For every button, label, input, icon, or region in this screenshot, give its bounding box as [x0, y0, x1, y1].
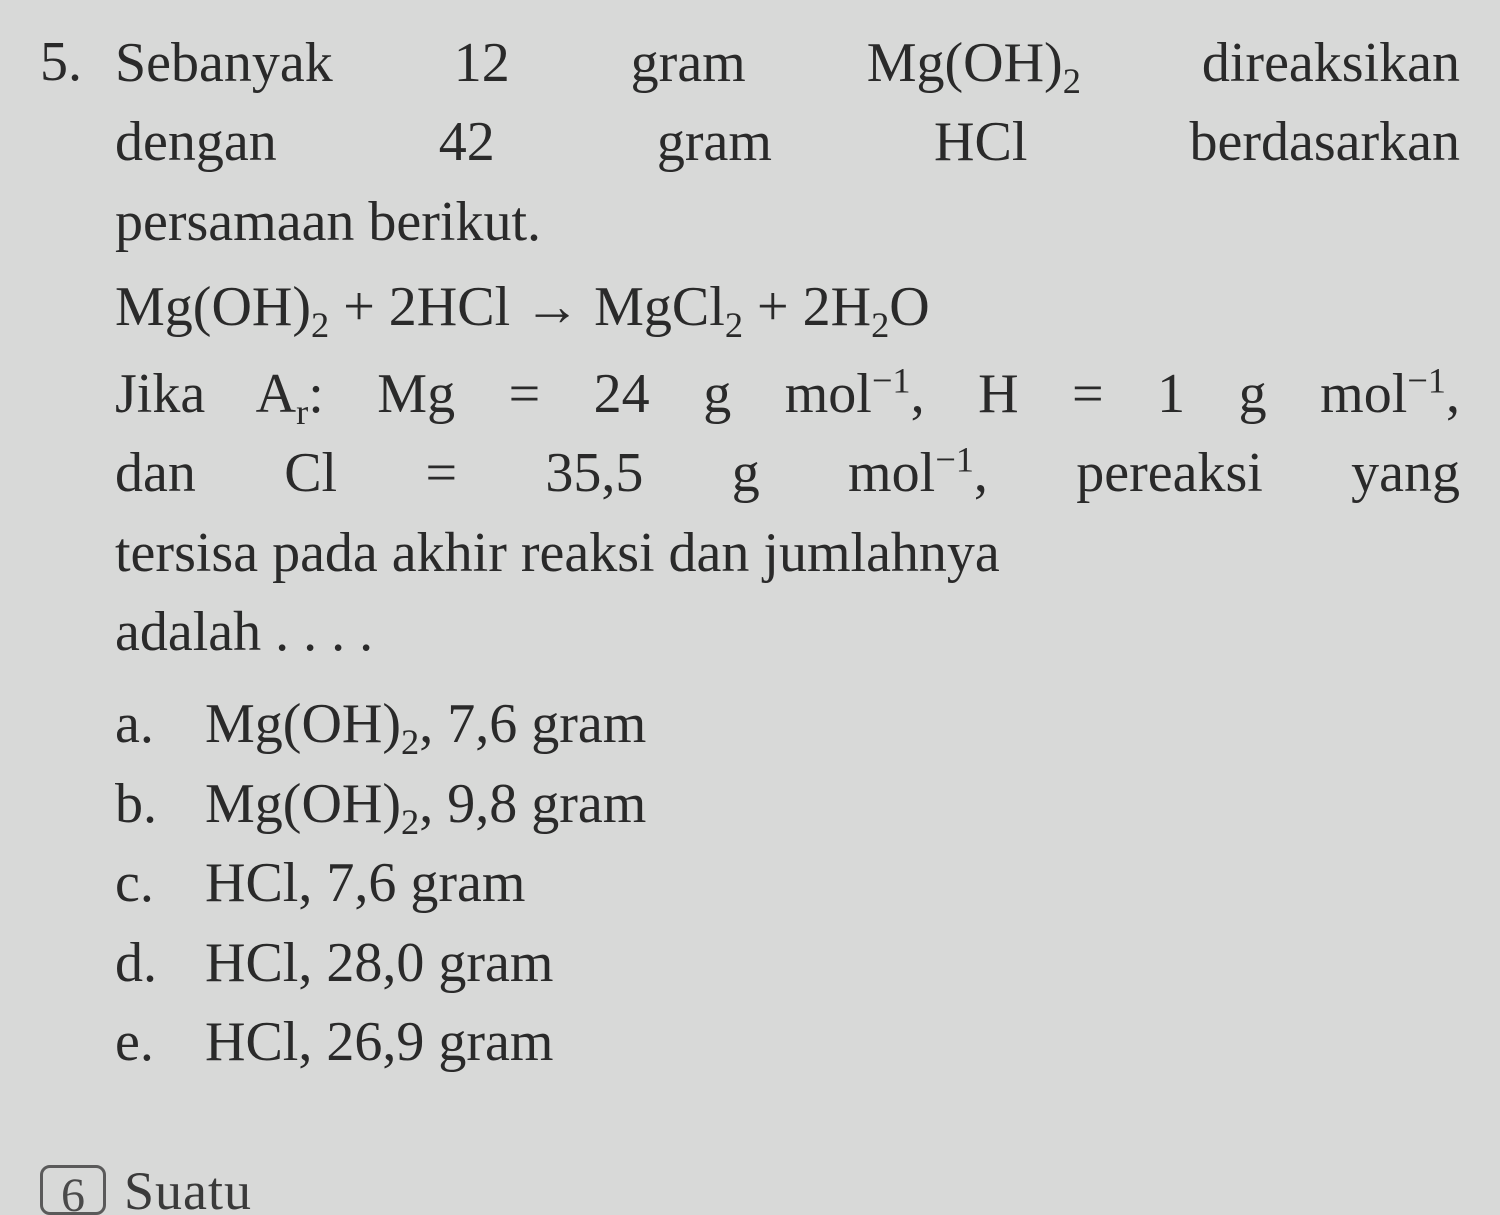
eq-plus1: + 2HCl — [329, 276, 524, 338]
opt-pre: Mg(OH) — [205, 693, 401, 755]
cond-sub-r: r — [296, 392, 308, 432]
question-number: 5. — [40, 25, 115, 101]
condition-line-2: dan Cl = 35,5 g mol−1, pereaksi yang — [115, 435, 1460, 512]
opt-pre: HCl, 28,0 gram — [205, 932, 553, 994]
question-body: Sebanyak 12 gram Mg(OH)2 direaksikan den… — [115, 25, 1460, 1083]
option-text: Mg(OH)2, 9,8 gram — [205, 765, 646, 845]
eq-rhs1: MgCl — [580, 276, 725, 338]
opt-pre: HCl, 26,9 gram — [205, 1011, 553, 1073]
option-letter: a. — [115, 685, 205, 765]
cond-sup-3: −1 — [935, 440, 974, 480]
intro-text-1b: direaksikan — [1081, 32, 1460, 94]
option-text: HCl, 7,6 gram — [205, 844, 525, 924]
subscript-2: 2 — [1063, 61, 1081, 101]
condition-line-3: tersisa pada akhir reaksi dan jumlahnya — [115, 515, 1460, 592]
cond-cl-a: dan Cl = 35,5 g mol — [115, 442, 935, 504]
option-d: d. HCl, 28,0 gram — [115, 924, 1460, 1004]
condition-line-4: adalah . . . . — [115, 594, 1460, 671]
option-letter: c. — [115, 844, 205, 924]
eq-rhs2: O — [889, 276, 929, 338]
cond-cl-b: , pereaksi yang — [974, 442, 1460, 504]
opt-post: , 9,8 gram — [419, 773, 646, 835]
page-container: 5. Sebanyak 12 gram Mg(OH)2 direaksikan … — [0, 0, 1500, 1083]
cond-comma: , — [1446, 363, 1460, 425]
intro-text-1a: Sebanyak 12 gram Mg(OH) — [115, 32, 1063, 94]
next-question-preview: 6 Suatu — [40, 1165, 252, 1215]
next-question-number: 6 — [40, 1165, 106, 1215]
option-text: HCl, 28,0 gram — [205, 924, 553, 1004]
opt-pre: Mg(OH) — [205, 773, 401, 835]
eq-plus2: + 2H — [743, 276, 871, 338]
condition-line-1: Jika Ar: Mg = 24 g mol−1, H = 1 g mol−1, — [115, 356, 1460, 433]
eq-sub3: 2 — [871, 305, 889, 345]
cond-mg: : Mg = 24 g mol — [308, 363, 872, 425]
opt-post: , 7,6 gram — [419, 693, 646, 755]
question-5: 5. Sebanyak 12 gram Mg(OH)2 direaksikan … — [40, 25, 1460, 1083]
option-letter: d. — [115, 924, 205, 1004]
eq-lhs1: Mg(OH) — [115, 276, 311, 338]
cond-prefix: Jika A — [115, 363, 296, 425]
intro-line-3: persamaan berikut. — [115, 184, 1460, 261]
option-text: HCl, 26,9 gram — [205, 1003, 553, 1083]
option-text: Mg(OH)2, 7,6 gram — [205, 685, 646, 765]
option-letter: e. — [115, 1003, 205, 1083]
opt-sub: 2 — [401, 722, 419, 762]
options-list: a. Mg(OH)2, 7,6 gram b. Mg(OH)2, 9,8 gra… — [115, 685, 1460, 1083]
cond-sup-1: −1 — [872, 360, 911, 400]
chemical-equation: Mg(OH)2 + 2HCl → MgCl2 + 2H2O — [115, 269, 1460, 346]
option-e: e. HCl, 26,9 gram — [115, 1003, 1460, 1083]
option-b: b. Mg(OH)2, 9,8 gram — [115, 765, 1460, 845]
arrow-icon: → — [524, 276, 580, 338]
opt-sub: 2 — [401, 802, 419, 842]
eq-sub2: 2 — [725, 305, 743, 345]
intro-line-1: Sebanyak 12 gram Mg(OH)2 direaksikan — [115, 25, 1460, 102]
option-a: a. Mg(OH)2, 7,6 gram — [115, 685, 1460, 765]
option-c: c. HCl, 7,6 gram — [115, 844, 1460, 924]
next-question-word: Suatu — [124, 1170, 252, 1210]
eq-sub1: 2 — [311, 305, 329, 345]
opt-pre: HCl, 7,6 gram — [205, 852, 525, 914]
cond-sup-2: −1 — [1407, 360, 1446, 400]
option-letter: b. — [115, 765, 205, 845]
intro-line-2: dengan 42 gram HCl berdasarkan — [115, 104, 1460, 181]
cond-h: , H = 1 g mol — [911, 363, 1408, 425]
